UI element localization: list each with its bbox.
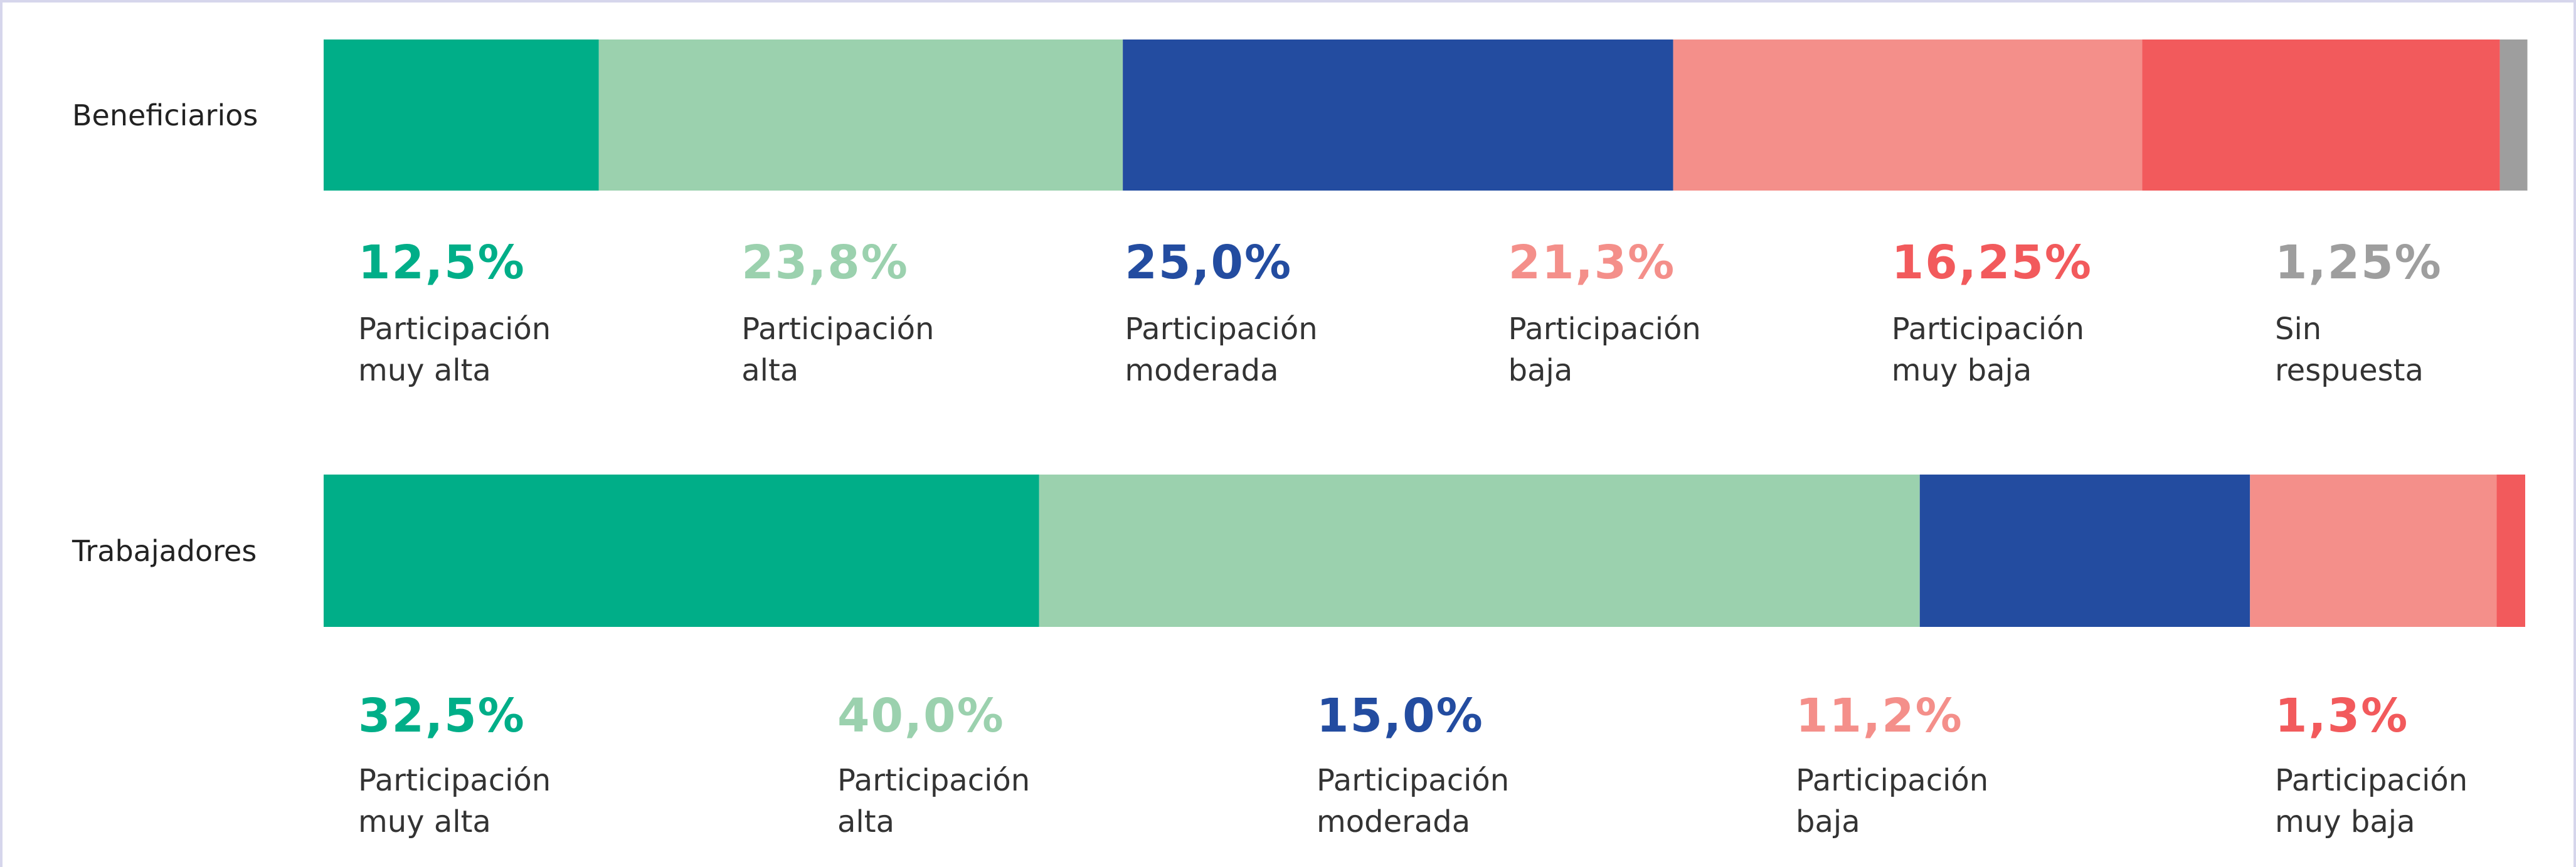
- value-label: 16,25%: [1891, 236, 2093, 290]
- value-label: 25,0%: [1125, 236, 1293, 290]
- row-label: Beneficiarios: [72, 98, 258, 132]
- value-label: 15,0%: [1317, 689, 1484, 743]
- category-label: Participación muy alta: [358, 763, 551, 839]
- value-label: 1,25%: [2275, 236, 2442, 290]
- category-label: Participación baja: [1508, 312, 1701, 388]
- value-label: 32,5%: [358, 689, 526, 743]
- value-label: 12,5%: [358, 236, 526, 290]
- category-label: Participación muy baja: [1891, 312, 2085, 388]
- bar-segment: [2496, 475, 2525, 627]
- category-label: Participación alta: [837, 763, 1031, 839]
- bar-segment: [1039, 475, 1920, 627]
- bar-segment: [2499, 39, 2528, 191]
- value-label: 21,3%: [1508, 236, 1676, 290]
- category-label: Participación muy alta: [358, 312, 551, 388]
- bar-segment: [1123, 39, 1673, 191]
- bar-segment: [1919, 475, 2250, 627]
- value-label: 1,3%: [2275, 689, 2409, 743]
- category-label: Sin respuesta: [2275, 312, 2424, 388]
- value-label: 11,2%: [1796, 689, 1963, 743]
- row-label: Trabajadores: [72, 533, 257, 568]
- bar-segment: [1673, 39, 2143, 191]
- category-label: Participación moderada: [1317, 763, 1510, 839]
- bar-segment: [324, 39, 599, 191]
- bar-segment: [598, 39, 1123, 191]
- category-label: Participación baja: [1796, 763, 1989, 839]
- bar-segment: [2142, 39, 2500, 191]
- category-label: Participación muy baja: [2275, 763, 2468, 839]
- bar-segment: [2250, 475, 2497, 627]
- category-label: Participación alta: [741, 312, 935, 388]
- category-label: Participación moderada: [1125, 312, 1318, 388]
- bar-segment: [324, 475, 1039, 627]
- value-label: 40,0%: [837, 689, 1005, 743]
- value-label: 23,8%: [741, 236, 909, 290]
